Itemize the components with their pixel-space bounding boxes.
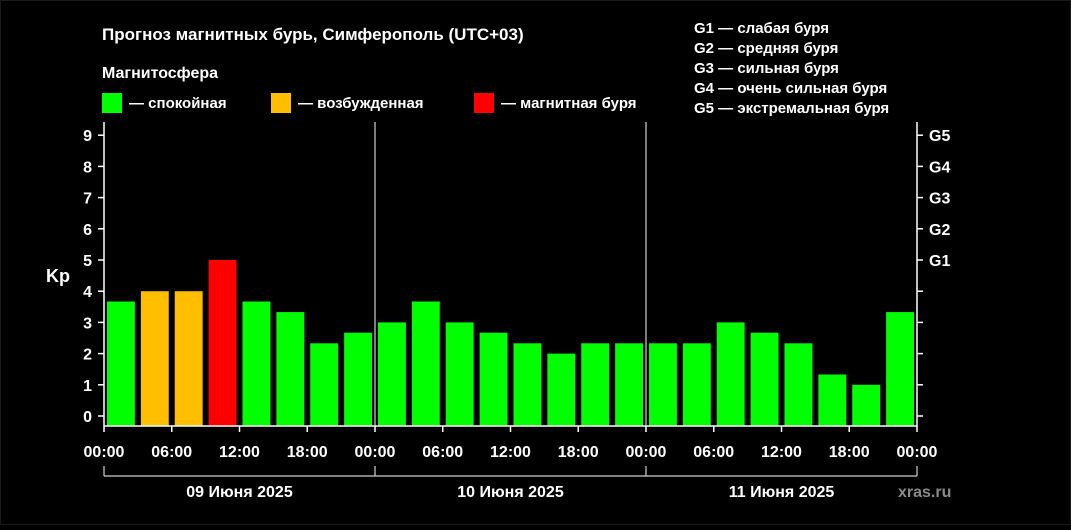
legend: — спокойная — возбужденная — магнитная б… (102, 93, 637, 113)
day-label: 11 Июня 2025 (729, 484, 835, 501)
kp-bar (310, 343, 339, 426)
kp-bar (615, 343, 644, 426)
storm-level-g3: G3 — сильная буря (694, 60, 839, 77)
storm-level-g1: G1 — слабая буря (694, 20, 829, 37)
kp-bar (378, 322, 406, 426)
kp-bar (445, 322, 474, 426)
y-tick-label: 5 (83, 253, 92, 270)
x-tick-label: 12:00 (761, 444, 802, 461)
day-label: 09 Июня 2025 (186, 484, 293, 501)
y-tick-label: 7 (83, 191, 92, 208)
y-axis-label: Kp (46, 266, 70, 286)
x-tick-label: 18:00 (829, 444, 870, 461)
kp-bar (107, 301, 135, 426)
kp-bar (547, 353, 576, 426)
storm-level-g2: G2 — средняя буря (694, 40, 838, 57)
storm-level-g5: G5 — экстремальная буря (694, 100, 889, 117)
x-tick-label: 18:00 (558, 444, 599, 461)
watermark: xras.ru (898, 484, 951, 501)
kp-bar (513, 343, 542, 426)
y-tick-label: 2 (83, 347, 92, 364)
legend-swatch-active (271, 93, 291, 113)
storm-level-g4: G4 — очень сильная буря (694, 80, 887, 97)
day-label: 10 Июня 2025 (457, 484, 564, 501)
storm-level-list: G1 — слабая буря G2 — средняя буря G3 — … (694, 20, 889, 117)
kp-bar (411, 301, 440, 426)
legend-title: Магнитосфера (102, 65, 218, 82)
kp-bar (208, 260, 237, 426)
x-tick-label: 18:00 (287, 444, 328, 461)
chart-title: Прогноз магнитных бурь, Симферополь (UTC… (102, 25, 524, 44)
x-tick-label: 06:00 (422, 444, 463, 461)
x-tick-label: 00:00 (355, 444, 396, 461)
storm-tick-label: G4 (929, 159, 950, 176)
x-tick-label: 12:00 (490, 444, 531, 461)
storm-tick-label: G1 (929, 253, 950, 270)
kp-bar (852, 384, 881, 426)
kp-bar (581, 343, 610, 426)
legend-label-active: — возбужденная (298, 95, 424, 112)
storm-axis-ticks: G1 G2 G3 G4 G5 (917, 128, 950, 417)
kp-bar (344, 332, 373, 426)
x-tick-label: 06:00 (151, 444, 192, 461)
storm-tick-label: G2 (929, 222, 950, 239)
legend-label-quiet: — спокойная (129, 95, 227, 112)
storm-tick-label: G5 (929, 128, 950, 145)
x-axis-ticks: 00:00 06:00 12:00 18:00 00:00 06:00 12:00 18:00… (84, 426, 938, 461)
legend-label-storm: — магнитная буря (501, 95, 637, 112)
y-tick-label: 4 (83, 284, 92, 301)
kp-bar (649, 343, 677, 426)
kp-bar (716, 322, 745, 426)
kp-bar (276, 312, 305, 426)
bars (107, 260, 915, 426)
kp-bar (818, 374, 847, 426)
day-labels: 09 Июня 2025 10 Июня 2025 11 Июня 2025 (103, 466, 918, 501)
kp-bar (174, 291, 203, 426)
y-tick-label: 1 (83, 378, 92, 395)
kp-bar (682, 343, 711, 426)
legend-swatch-quiet (102, 93, 122, 113)
y-tick-label: 0 (83, 409, 92, 426)
y-axis-ticks: 0 1 2 3 4 5 6 7 8 9 (83, 128, 104, 426)
kp-bar (242, 301, 271, 426)
x-tick-label: 06:00 (693, 444, 734, 461)
y-tick-label: 9 (83, 128, 92, 145)
kp-bar (784, 343, 813, 426)
x-tick-label: 00:00 (897, 444, 938, 461)
kp-bar (750, 332, 779, 426)
y-tick-label: 6 (83, 222, 92, 239)
kp-bar (140, 291, 169, 426)
x-tick-label: 00:00 (626, 444, 667, 461)
kp-bar (479, 332, 508, 426)
x-tick-label: 00:00 (84, 444, 125, 461)
kp-bar (886, 312, 915, 426)
storm-tick-label: G3 (929, 191, 950, 208)
x-tick-label: 12:00 (219, 444, 260, 461)
y-tick-label: 3 (83, 315, 92, 332)
legend-swatch-storm (474, 93, 494, 113)
y-tick-label: 8 (83, 159, 92, 176)
